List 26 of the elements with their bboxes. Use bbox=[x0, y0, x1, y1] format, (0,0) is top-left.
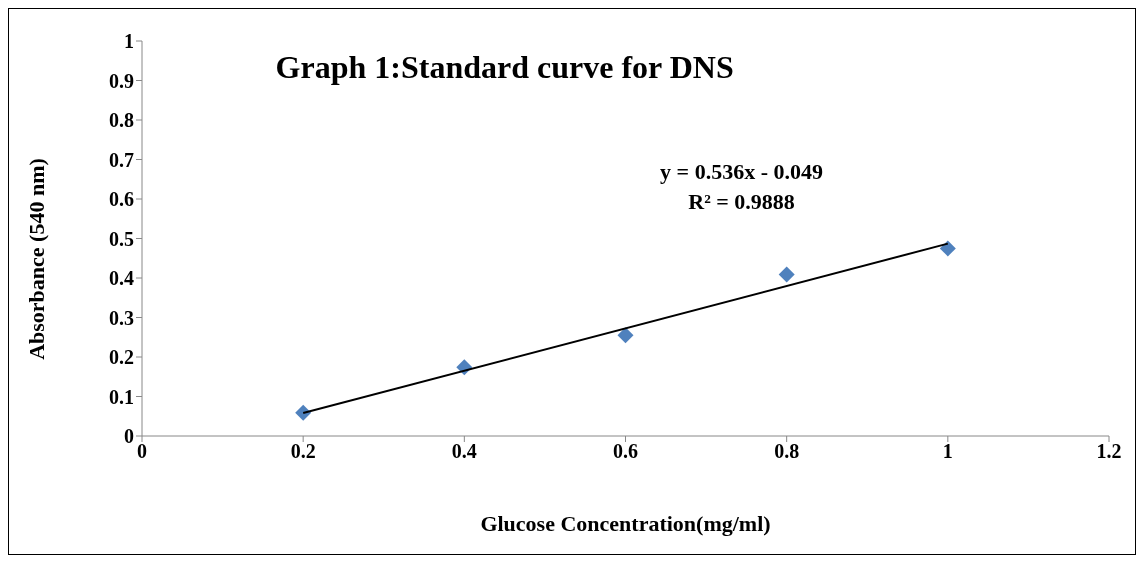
y-tick-label: 0.2 bbox=[109, 346, 134, 369]
y-tick-label: 0.5 bbox=[109, 227, 134, 250]
y-tick-label: 0.8 bbox=[109, 109, 134, 132]
y-tick-label: 0.6 bbox=[109, 188, 134, 211]
x-tick-label: 1 bbox=[942, 440, 953, 463]
point bbox=[295, 404, 312, 421]
y-tick-label: 0.7 bbox=[109, 148, 134, 171]
y-tick-label: 0 bbox=[124, 425, 134, 448]
y-tick-label: 0.9 bbox=[109, 69, 134, 92]
x-tick-label: 0.8 bbox=[774, 440, 800, 463]
x-tick-label: 0.2 bbox=[290, 440, 316, 463]
point bbox=[939, 240, 956, 257]
point bbox=[617, 327, 634, 344]
annotation: y = 0.536x - 0.049 bbox=[659, 158, 824, 186]
chart-title: Graph 1:Standard curve for DNS bbox=[274, 49, 735, 86]
y-tick-label: 0.3 bbox=[109, 306, 134, 329]
y-tick-label: 0.1 bbox=[109, 385, 134, 408]
x-tick-label: 1.2 bbox=[1096, 440, 1122, 463]
point bbox=[778, 266, 795, 283]
x-tick-label: 0.4 bbox=[451, 440, 477, 463]
x-axis-title: Glucose Concentration(mg/ml) bbox=[479, 511, 772, 537]
y-tick-label: 0.4 bbox=[109, 267, 134, 290]
y-tick-label: 1 bbox=[124, 30, 134, 53]
x-tick-label: 0.6 bbox=[613, 440, 638, 463]
y-axis-title: Absorbance (540 nm) bbox=[24, 157, 50, 360]
annotation: R² = 0.9888 bbox=[687, 188, 796, 216]
